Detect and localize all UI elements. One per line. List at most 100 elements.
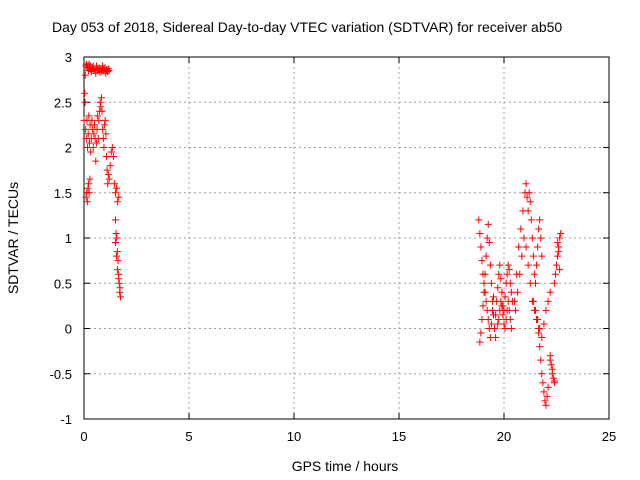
data-point [497, 275, 505, 283]
data-point [514, 288, 522, 296]
data-point [476, 338, 484, 346]
data-point [85, 112, 93, 120]
data-point [98, 107, 106, 115]
data-point [553, 261, 560, 269]
data-point [524, 207, 532, 215]
data-point [94, 112, 102, 120]
data-point [115, 193, 123, 201]
data-point [114, 266, 122, 274]
data-point [482, 252, 490, 260]
data-point [84, 184, 92, 192]
data-point [106, 162, 114, 170]
data-point [522, 180, 530, 188]
data-point [477, 329, 485, 337]
data-point [554, 252, 562, 260]
data-point [505, 266, 513, 274]
data-point [492, 334, 500, 342]
data-point [99, 134, 107, 142]
data-point [484, 220, 492, 228]
data-point [478, 315, 486, 323]
data-point [544, 297, 552, 305]
data-point [496, 261, 504, 269]
y-tick-label: 3 [65, 50, 72, 65]
data-point [534, 315, 542, 323]
data-point [479, 302, 487, 310]
data-point [91, 121, 98, 129]
data-point [483, 234, 491, 242]
y-tick-label: -1 [60, 412, 72, 427]
data-point [88, 116, 96, 124]
data-point [110, 180, 118, 188]
data-point [494, 284, 502, 292]
y-tick-label: 0 [65, 322, 72, 337]
data-point [101, 64, 109, 72]
data-point [555, 248, 563, 256]
data-point [530, 270, 538, 278]
data-point [92, 139, 100, 147]
data-point [536, 216, 544, 224]
data-point [494, 320, 502, 328]
data-point [529, 297, 537, 305]
data-point [116, 288, 124, 296]
data-point [101, 116, 109, 124]
data-point [512, 306, 520, 314]
data-point [501, 293, 509, 301]
data-point [500, 320, 508, 328]
data-point [499, 311, 507, 319]
data-point [520, 234, 528, 242]
data-point [81, 71, 89, 79]
data-point [546, 288, 554, 296]
data-point [100, 144, 108, 151]
data-point [486, 261, 494, 269]
y-axis-label: SDTVAR / TECUs [5, 182, 21, 294]
y-tick-label: 1 [65, 231, 72, 246]
data-point [501, 325, 509, 332]
y-tick-labels: -1 -0.5 0 0.5 1 1.5 2 2.5 3 [50, 50, 72, 427]
data-point [87, 66, 95, 74]
data-point [538, 334, 546, 342]
data-point [551, 270, 559, 278]
data-point [487, 320, 495, 328]
data-point [114, 257, 122, 265]
data-point [85, 180, 93, 188]
data-point [538, 370, 546, 378]
data-point [103, 166, 111, 174]
data-point [89, 144, 97, 151]
x-tick-label: 20 [497, 429, 511, 444]
data-point [101, 121, 109, 129]
data-point [542, 401, 550, 409]
data-point [536, 325, 544, 332]
data-point [485, 239, 493, 247]
data-point [554, 239, 562, 247]
y-tick-label: -0.5 [50, 367, 72, 382]
data-point [548, 365, 556, 373]
data-point [104, 65, 112, 73]
data-point [547, 361, 555, 369]
data-point [481, 270, 489, 278]
data-point [114, 198, 122, 206]
data-point [477, 243, 485, 251]
data-point [81, 89, 89, 97]
data-point [102, 130, 110, 138]
data-point [517, 225, 525, 233]
data-point [95, 64, 103, 72]
data-point [82, 193, 90, 201]
x-tick-label: 0 [80, 429, 87, 444]
data-point [506, 315, 514, 323]
data-point [97, 103, 105, 111]
x-tick-label: 5 [185, 429, 192, 444]
data-point [105, 175, 113, 183]
data-point [476, 229, 484, 237]
data-point [112, 189, 119, 197]
data-point [526, 279, 534, 287]
data-point [497, 297, 505, 305]
data-point [503, 270, 511, 278]
data-point [105, 67, 113, 75]
data-point [81, 98, 89, 106]
data-point [526, 198, 534, 206]
data-point [482, 297, 490, 305]
data-point [504, 261, 512, 269]
data-point [104, 180, 112, 188]
data-point [527, 216, 535, 224]
data-point [498, 288, 506, 296]
